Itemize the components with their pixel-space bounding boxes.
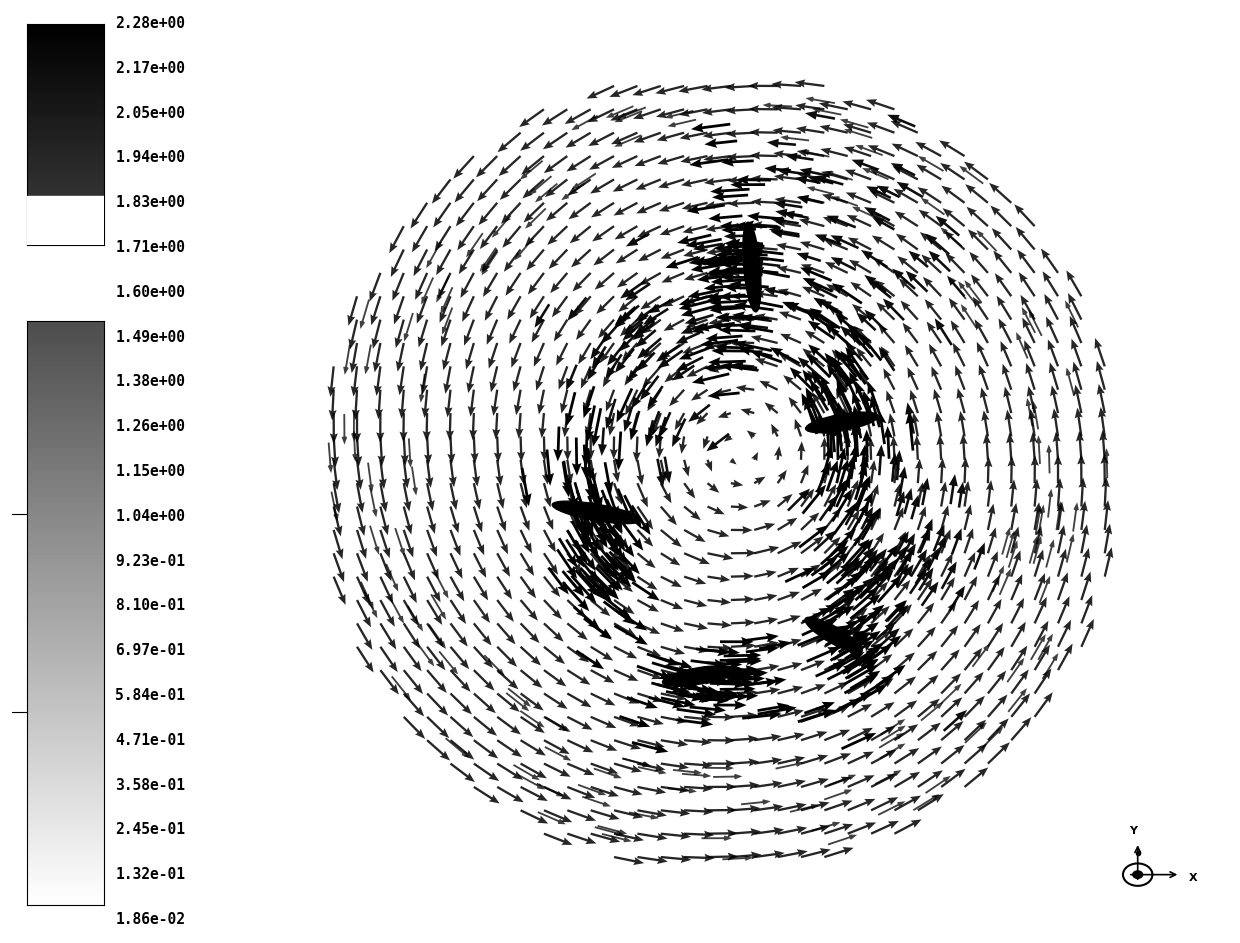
Ellipse shape	[552, 501, 641, 523]
Text: 6.97e-01: 6.97e-01	[115, 643, 185, 658]
Text: 1.26e+00: 1.26e+00	[115, 420, 185, 434]
Text: 1.71e+00: 1.71e+00	[115, 240, 185, 255]
Text: 3.58e-01: 3.58e-01	[115, 778, 185, 792]
Text: 2.17e+00: 2.17e+00	[115, 61, 185, 75]
Text: 2.05e+00: 2.05e+00	[115, 106, 185, 121]
Circle shape	[1133, 871, 1142, 878]
Text: 1.04e+00: 1.04e+00	[115, 509, 185, 523]
Text: 1.94e+00: 1.94e+00	[115, 151, 185, 165]
Text: 1.83e+00: 1.83e+00	[115, 195, 185, 210]
Text: 2.28e+00: 2.28e+00	[115, 16, 185, 31]
Text: 8.10e-01: 8.10e-01	[115, 599, 185, 613]
Text: 9.23e-01: 9.23e-01	[115, 554, 185, 569]
Text: 1.86e-02: 1.86e-02	[115, 912, 185, 927]
Text: 4.71e-01: 4.71e-01	[115, 733, 185, 748]
Text: Y: Y	[1128, 826, 1137, 836]
Ellipse shape	[806, 412, 878, 433]
Ellipse shape	[743, 223, 761, 312]
Text: X: X	[1188, 873, 1197, 884]
Text: 1.15e+00: 1.15e+00	[115, 464, 185, 479]
Text: 1.60e+00: 1.60e+00	[115, 285, 185, 300]
Text: 1.32e-01: 1.32e-01	[115, 868, 185, 882]
Bar	[27, 196, 104, 245]
Text: 5.84e-01: 5.84e-01	[115, 688, 185, 703]
Text: 1.49e+00: 1.49e+00	[115, 330, 185, 344]
Text: 1.38e+00: 1.38e+00	[115, 374, 185, 389]
Ellipse shape	[805, 618, 862, 653]
Ellipse shape	[662, 666, 735, 687]
Text: 2.45e-01: 2.45e-01	[115, 822, 185, 837]
